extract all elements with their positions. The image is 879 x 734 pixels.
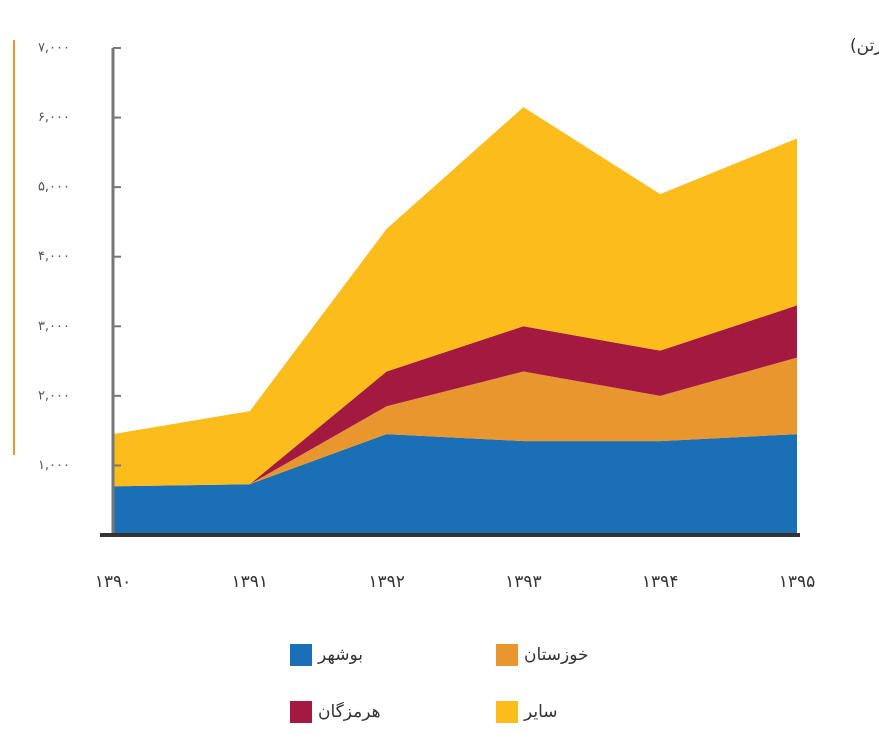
x-tick-label: ۱۳۹۴ [642, 572, 679, 592]
y-tick-label: ۷,۰۰۰ [38, 41, 70, 56]
legend-swatch [496, 644, 518, 666]
y-tick-label: ۲,۰۰۰ [38, 388, 70, 403]
legend-swatch [290, 701, 312, 723]
legend-swatch [496, 701, 518, 723]
y-tick-label: ۳,۰۰۰ [38, 319, 70, 334]
area [113, 357, 797, 487]
legend-label: سایر [523, 702, 558, 722]
x-tick-label: ۱۳۹۵ [779, 572, 816, 592]
legend-label: خوزستان [524, 645, 589, 665]
x-tick-label: ۱۳۹۱ [232, 572, 269, 592]
x-tick-label: ۱۳۹۳ [505, 572, 542, 592]
y-tick-label: ۵,۰۰۰ [38, 180, 70, 195]
y-tick-label: ۶,۰۰۰ [38, 110, 70, 125]
y-tick-label: ۴,۰۰۰ [38, 249, 70, 264]
legend-label: هرمزگان [318, 701, 381, 722]
y-tick-label: ۱,۰۰۰ [38, 458, 70, 473]
legend-label: بوشهر [317, 645, 363, 665]
area [113, 107, 797, 487]
x-tick-label: ۱۳۹۲ [368, 572, 405, 592]
unit-note: (واحد هزارتن) [850, 36, 879, 56]
legend-swatch [290, 644, 312, 666]
x-tick-label: ۱۳۹۰ [95, 572, 132, 592]
area [113, 434, 797, 535]
area [113, 305, 797, 487]
